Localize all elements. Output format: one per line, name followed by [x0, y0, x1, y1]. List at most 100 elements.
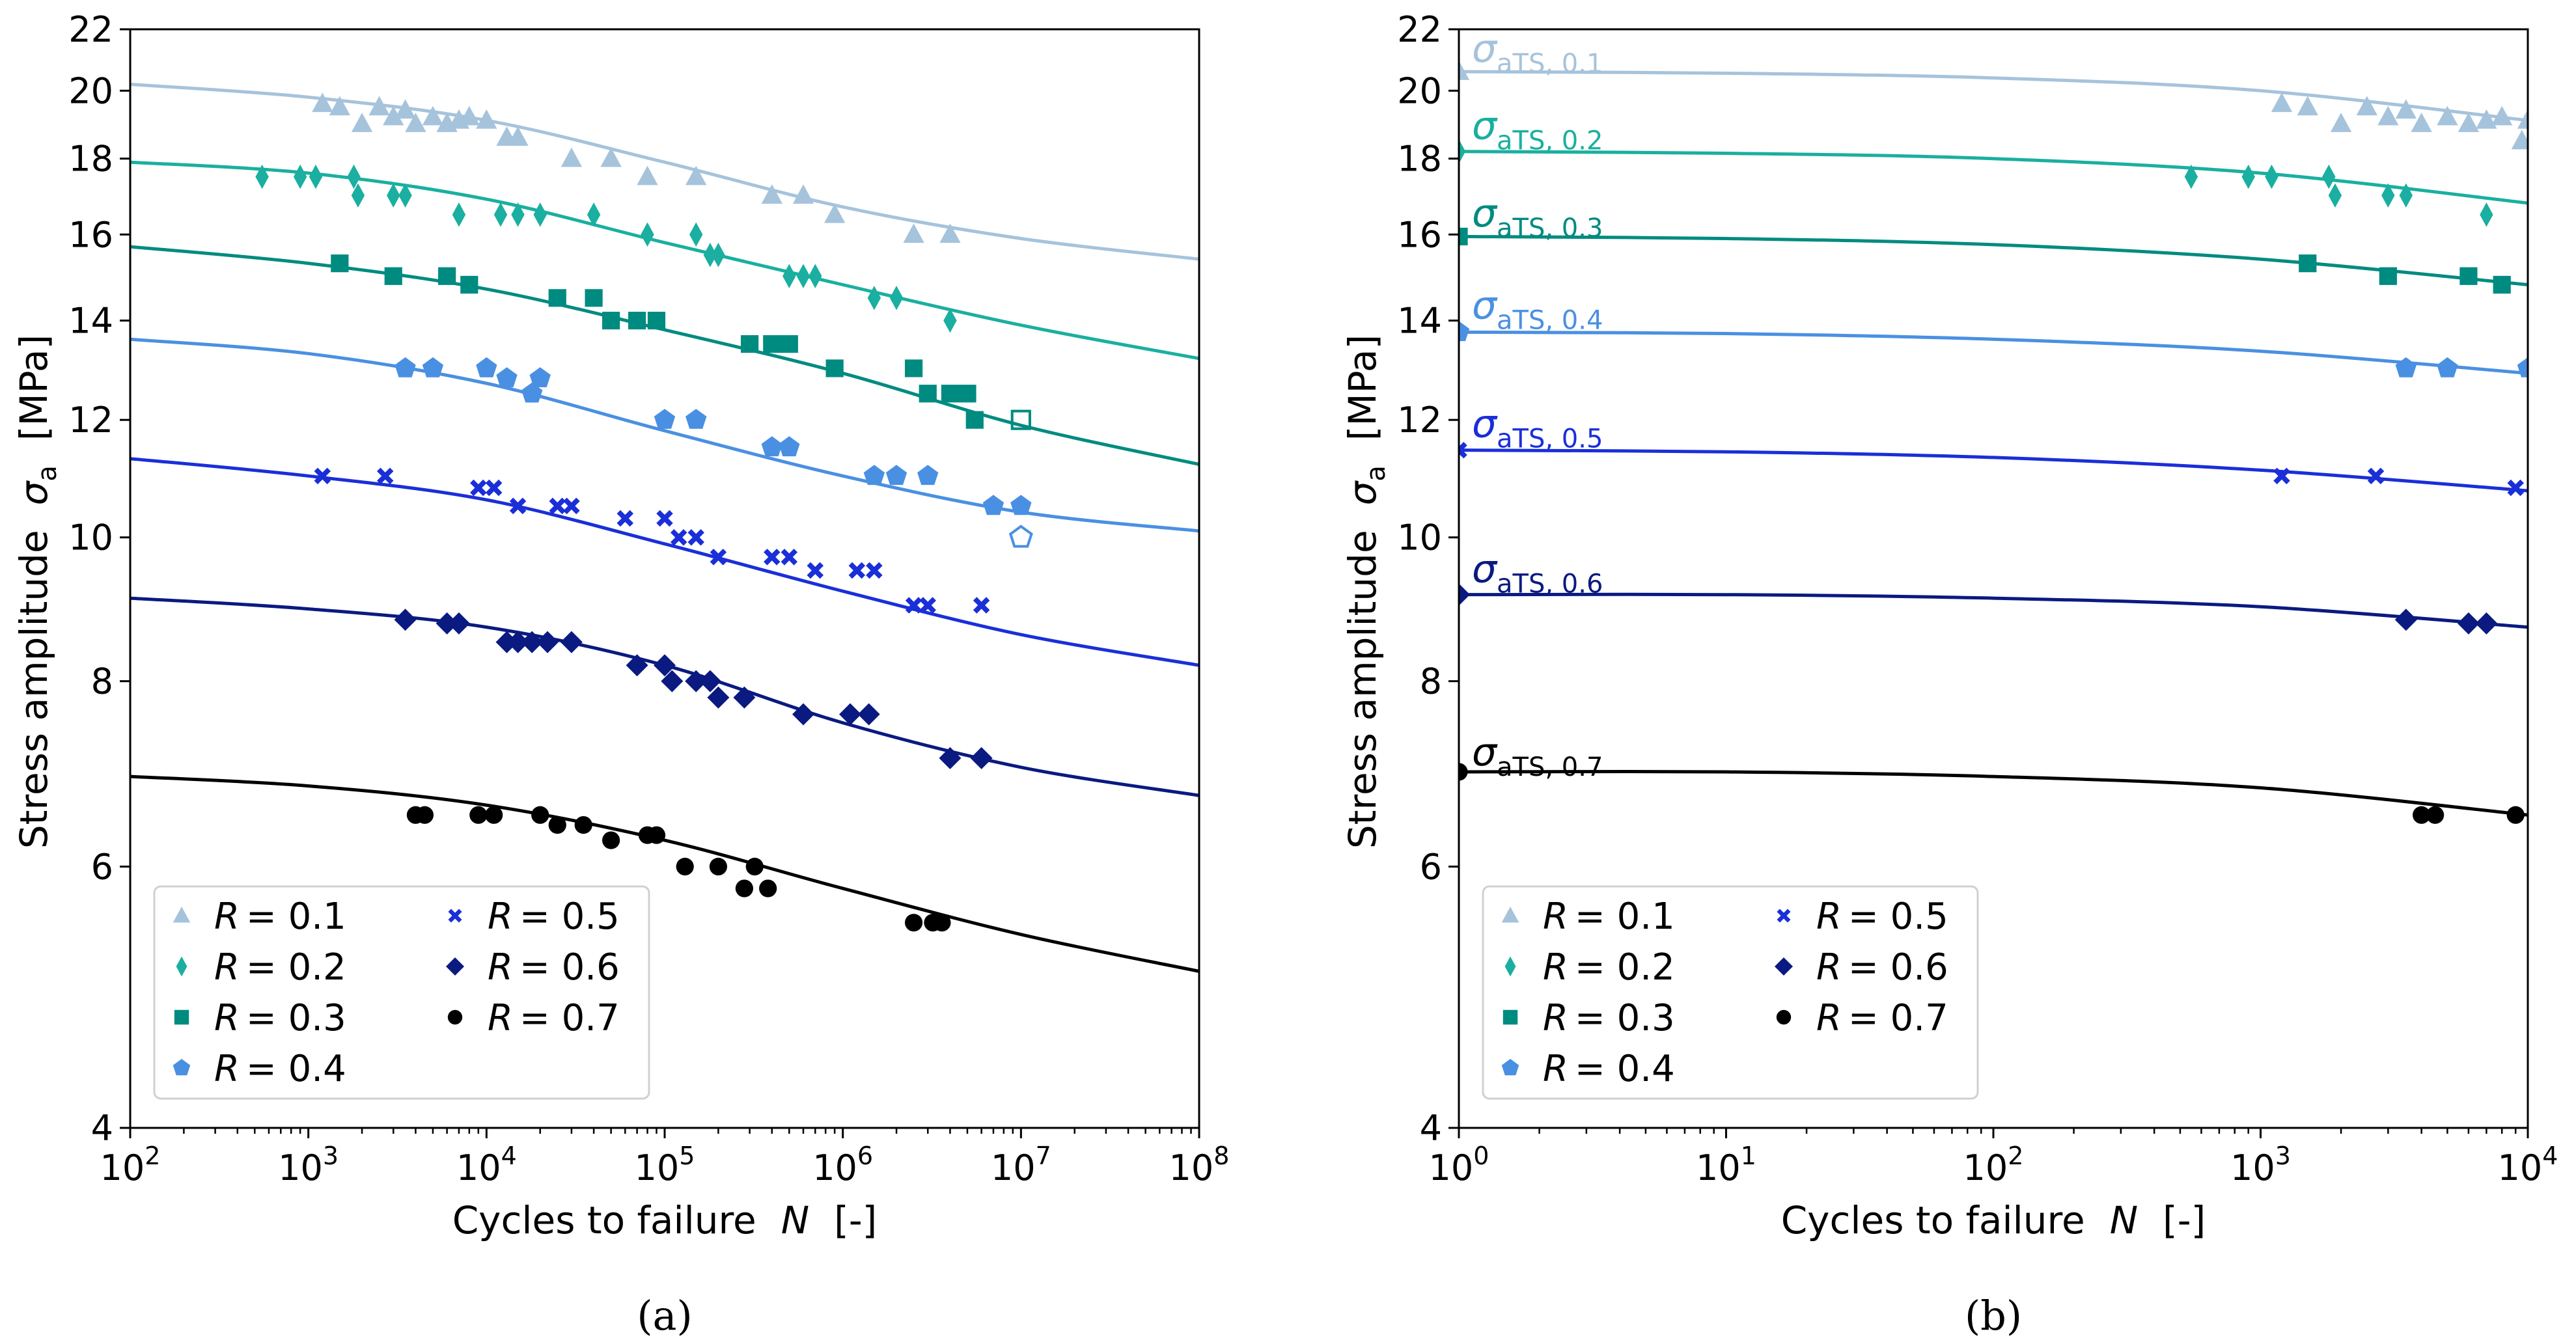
data-point — [2265, 164, 2278, 189]
data-point — [904, 914, 923, 932]
data-point — [656, 510, 673, 527]
data-point — [764, 549, 781, 566]
series-points — [255, 164, 957, 333]
data-point — [384, 267, 402, 285]
legend-label: R = 0.1 — [1543, 896, 1675, 938]
series-points — [1459, 441, 2524, 497]
data-point — [394, 609, 417, 631]
runout-point — [1008, 525, 1033, 548]
data-point — [507, 126, 529, 146]
fit-curve-03 — [130, 245, 1199, 466]
data-point — [469, 806, 488, 824]
data-point — [685, 670, 708, 692]
series-points — [312, 92, 961, 243]
legend-marker — [1776, 1009, 1792, 1025]
data-point — [347, 164, 361, 189]
data-point — [958, 385, 976, 403]
panel-label: (b) — [1965, 1292, 2022, 1339]
legend-label: R = 0.7 — [488, 997, 620, 1039]
x-label-text: Cycles to failure — [1781, 1198, 2085, 1242]
curve-label-subscript: aTS, 0.7 — [1497, 752, 1603, 782]
data-point — [917, 465, 939, 486]
x-tick-exponent: 0 — [1473, 1142, 1489, 1170]
x-tick-exponent: 2 — [145, 1142, 160, 1170]
legend-label: R = 0.5 — [1816, 896, 1948, 938]
data-point — [686, 165, 707, 185]
y-tick-label: 12 — [68, 400, 113, 441]
data-point — [506, 631, 529, 653]
data-point — [1459, 583, 1470, 606]
legend-label-var: R — [1543, 896, 1568, 938]
data-point — [351, 183, 365, 208]
data-point — [676, 857, 694, 876]
legend: R = 0.1R = 0.2R = 0.3R = 0.4R = 0.5R = 0.6R = 0… — [153, 885, 650, 1100]
data-point — [485, 806, 503, 824]
legend-marker — [173, 907, 191, 923]
data-point — [2426, 806, 2444, 824]
curve-label-subscript: aTS, 0.6 — [1497, 569, 1603, 599]
y-tick-label: 6 — [1420, 847, 1442, 888]
data-point — [641, 222, 654, 247]
x-tick-base: 10 — [278, 1147, 323, 1188]
legend-marker — [1501, 1059, 1519, 1076]
series-points — [406, 806, 951, 932]
series-points — [1459, 583, 2498, 635]
data-point — [529, 367, 551, 387]
data-point — [654, 654, 676, 677]
data-point — [2330, 113, 2352, 132]
curve-label-subscript: aTS, 0.1 — [1497, 49, 1603, 79]
x-tick-exponent: 1 — [1741, 1142, 1756, 1170]
legend-label-value: = 0.3 — [1575, 997, 1675, 1039]
data-point — [600, 147, 622, 167]
legend-box — [1482, 885, 1979, 1100]
legend-label-value: = 0.1 — [1575, 896, 1675, 938]
legend-label: R = 0.3 — [214, 997, 346, 1039]
legend-label-var: R — [1543, 997, 1568, 1039]
data-point — [889, 286, 904, 310]
data-point — [312, 92, 333, 113]
fit-curve-06 — [1459, 592, 2528, 629]
curve-label-symbol: σ — [1472, 547, 1498, 592]
data-point — [2517, 357, 2528, 377]
data-point — [376, 467, 394, 485]
fit-curve-07 — [130, 774, 1199, 973]
y-tick-label: 4 — [1420, 1108, 1442, 1149]
curve-label-symbol: σ — [1472, 103, 1498, 148]
data-point — [548, 816, 566, 834]
legend-label-var: R — [1816, 946, 1842, 989]
y-tick-label: 16 — [68, 214, 113, 255]
curve-label-symbol: σ — [1472, 730, 1498, 775]
y-tick-label: 12 — [1397, 400, 1442, 441]
data-point — [710, 549, 727, 566]
data-point — [1459, 441, 1467, 459]
data-point — [763, 335, 781, 353]
legend-marker — [448, 909, 462, 923]
x-tick-label: 104 — [456, 1142, 517, 1188]
x-label-variable: N — [781, 1198, 809, 1242]
data-point — [2507, 479, 2524, 497]
fit-curve-06 — [130, 596, 1199, 797]
legend-label: R = 0.6 — [1816, 946, 1948, 989]
data-point — [2273, 467, 2290, 485]
data-point — [2437, 105, 2458, 126]
fit-curve-02 — [1459, 150, 2528, 205]
data-point — [2413, 806, 2431, 824]
data-point — [476, 109, 497, 129]
y-label-unit: [MPa] — [12, 335, 56, 441]
data-point — [2476, 109, 2497, 129]
legend-label-value: = 0.6 — [1848, 946, 1948, 989]
data-point — [707, 686, 730, 709]
data-point — [387, 183, 400, 208]
data-point — [703, 243, 717, 267]
data-point — [2506, 806, 2525, 824]
data-point — [637, 165, 658, 185]
data-point — [398, 183, 412, 208]
data-point — [792, 184, 814, 204]
data-point — [458, 105, 480, 126]
curve-label: σaTS, 0.6 — [1472, 547, 1603, 599]
data-point — [495, 631, 518, 653]
data-point — [470, 479, 487, 497]
data-point — [460, 275, 478, 294]
data-point — [2395, 357, 2417, 377]
legend-label-var: R — [214, 946, 240, 989]
